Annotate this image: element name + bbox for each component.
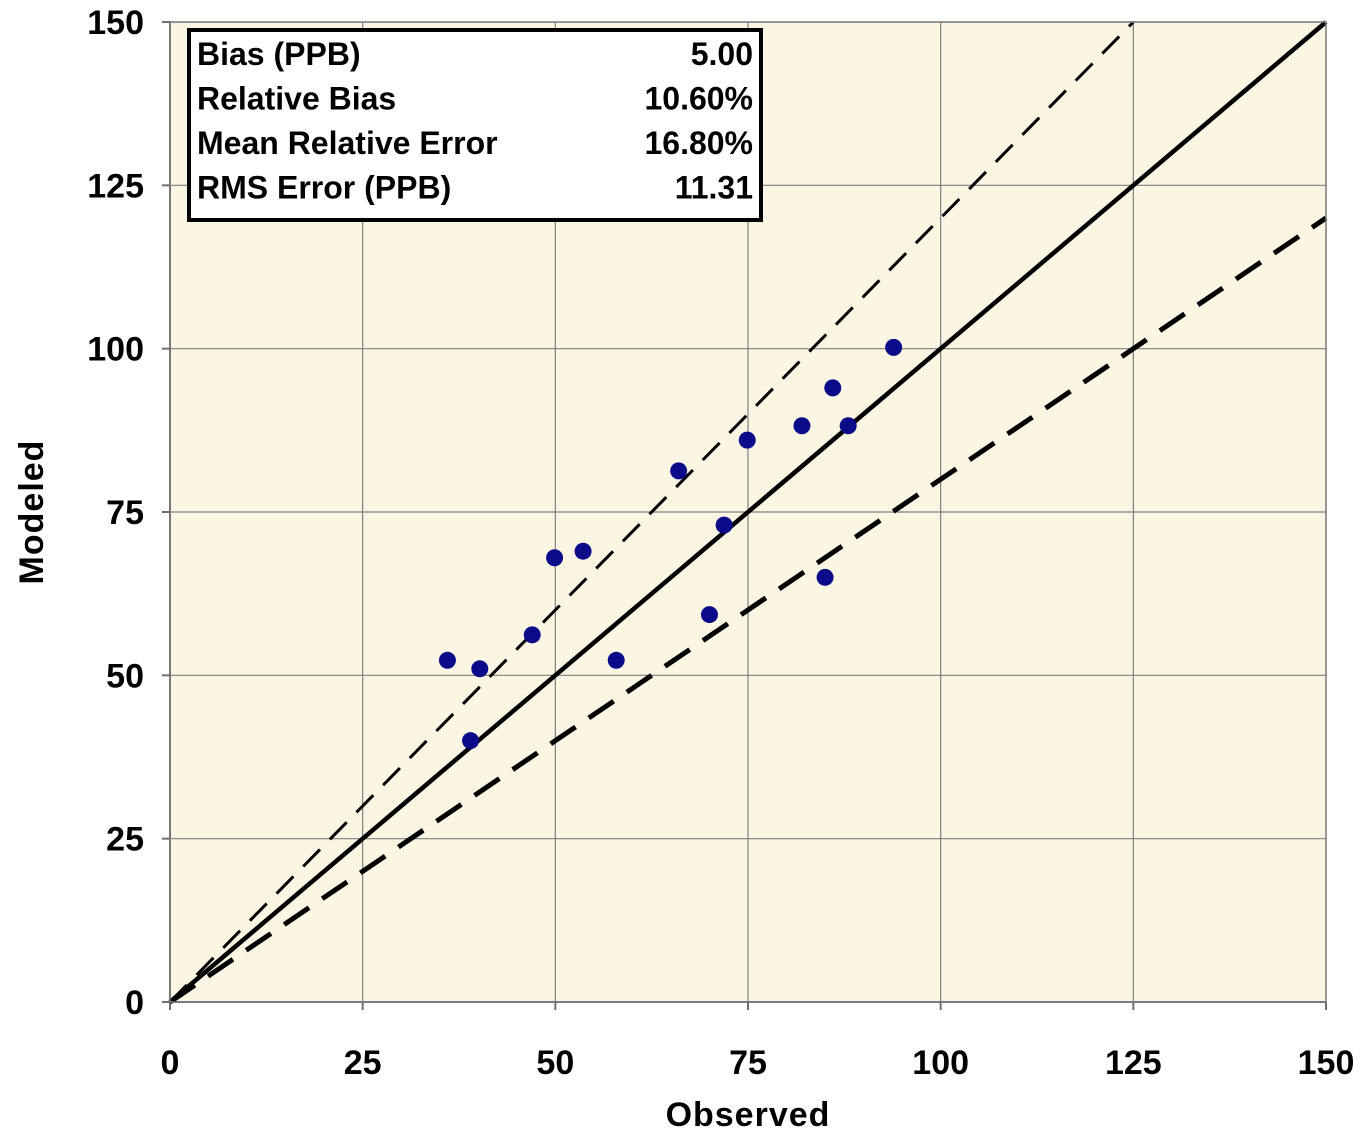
x-axis-title: Observed (666, 1096, 831, 1134)
reference-lines (168, 20, 1328, 1005)
x-tick-label: 50 (536, 1044, 574, 1082)
stats-box: Bias (PPB) 5.00 Relative Bias 10.60% Mean Re… (187, 28, 763, 222)
data-point (607, 651, 625, 669)
stats-value: 5.00 (691, 36, 753, 72)
data-points (438, 338, 903, 750)
data-point (885, 338, 903, 356)
lower-bound-line (168, 215, 1328, 1005)
stats-value: 10.60% (644, 81, 753, 117)
stats-value: 16.80% (644, 125, 753, 161)
y-tick-label: 0 (125, 984, 144, 1022)
y-tick-label: 150 (87, 4, 144, 42)
stats-label: RMS Error (PPB) (197, 170, 451, 206)
x-tick-label: 0 (161, 1044, 180, 1082)
data-point (574, 542, 592, 560)
y-tick-label: 25 (106, 821, 144, 859)
one-to-one-line (168, 20, 1328, 1004)
data-point (793, 417, 811, 435)
data-point (700, 606, 718, 624)
x-tick-label: 150 (1298, 1044, 1355, 1082)
stats-value: 11.31 (675, 170, 753, 206)
x-tick-label: 75 (729, 1044, 767, 1082)
stats-box-frame (187, 28, 763, 222)
data-point (816, 568, 834, 586)
x-tick-labels: 0 25 50 75 100 125 150 (161, 1002, 1355, 1082)
data-point (471, 660, 489, 678)
y-tick-labels: 0 25 50 75 100 125 150 (87, 4, 170, 1022)
y-tick-label: 75 (106, 494, 144, 532)
stats-label: Relative Bias (197, 81, 396, 117)
y-tick-label: 100 (87, 331, 144, 369)
data-point (738, 431, 756, 449)
data-point (824, 379, 842, 397)
x-tick-label: 125 (1105, 1044, 1162, 1082)
y-tick-label: 50 (106, 657, 144, 695)
data-point (546, 549, 564, 567)
data-point (839, 417, 857, 435)
data-point (715, 516, 733, 534)
data-point (438, 651, 456, 669)
stats-label: Mean Relative Error (197, 125, 498, 161)
y-tick-label: 125 (87, 167, 144, 205)
data-point (523, 626, 541, 644)
data-point (670, 462, 688, 480)
upper-bound-line (168, 20, 1135, 1004)
x-tick-label: 100 (912, 1044, 969, 1082)
y-axis-title: Modeled (13, 440, 51, 585)
stats-label: Bias (PPB) (197, 36, 361, 72)
data-point (462, 732, 480, 750)
x-tick-label: 25 (344, 1044, 382, 1082)
